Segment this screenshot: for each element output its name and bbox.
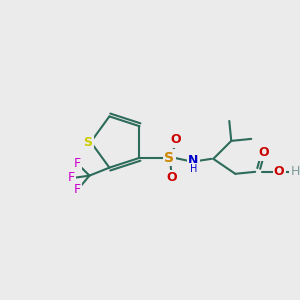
- Text: F: F: [74, 183, 81, 196]
- Text: O: O: [274, 165, 284, 178]
- Text: F: F: [68, 171, 75, 184]
- Text: O: O: [170, 134, 181, 146]
- Text: H: H: [190, 164, 197, 174]
- Text: N: N: [188, 154, 199, 167]
- Text: O: O: [166, 171, 177, 184]
- Text: F: F: [74, 157, 81, 170]
- Text: S: S: [83, 136, 92, 148]
- Text: O: O: [258, 146, 268, 159]
- Text: S: S: [164, 151, 174, 165]
- Text: H: H: [290, 165, 300, 178]
